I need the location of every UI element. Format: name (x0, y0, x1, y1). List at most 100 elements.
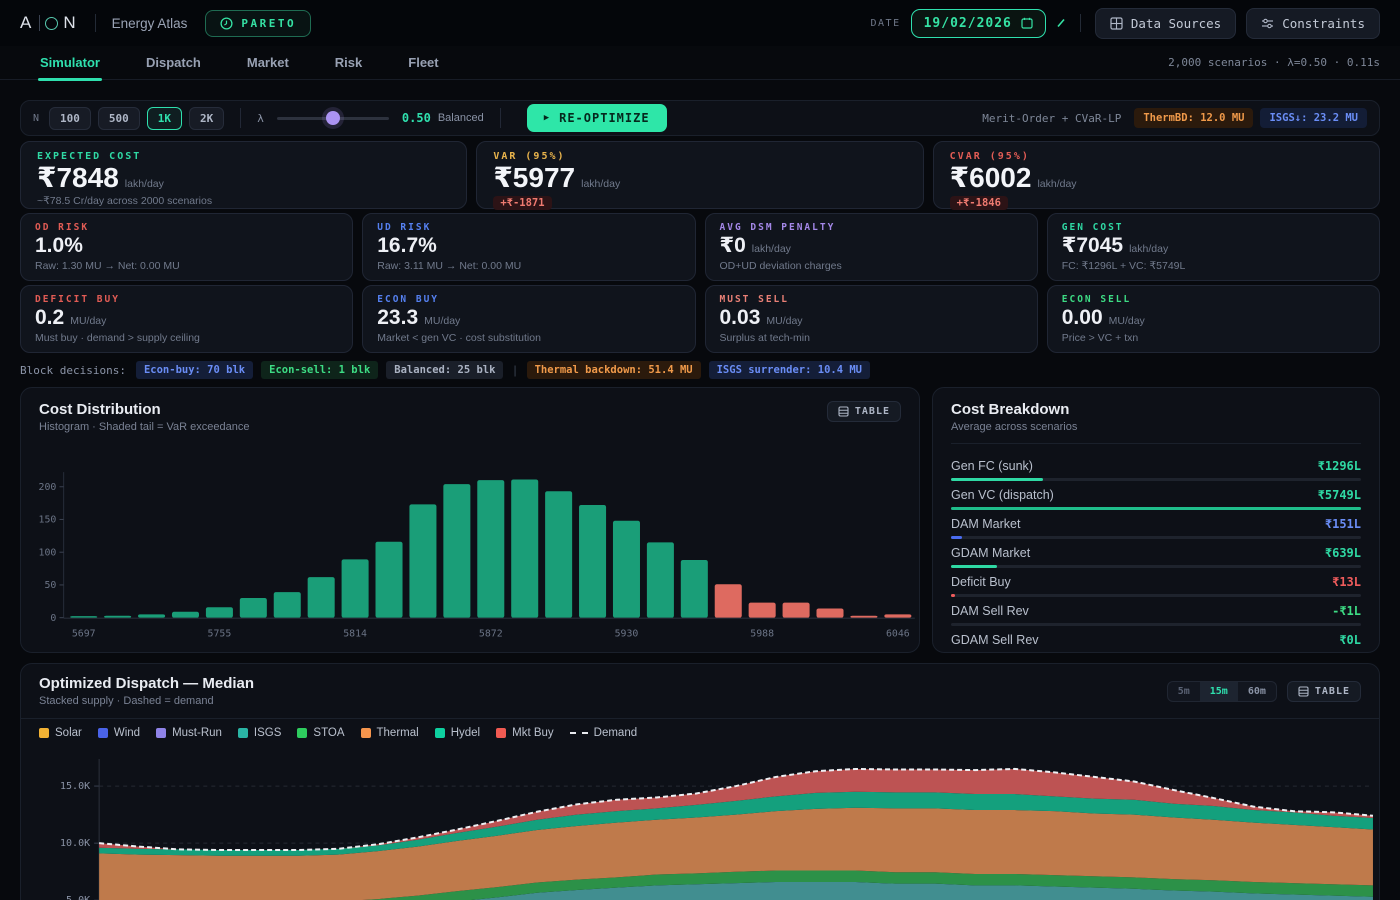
breakdown-label: Deficit Buy (951, 575, 1011, 589)
pareto-label: PARETO (241, 17, 296, 30)
kpi-od-risk: OD RISK 1.0% Raw: 1.30 MU → Net: 0.00 MU (20, 213, 353, 281)
kpi-ud-risk: UD RISK 16.7% Raw: 3.11 MU → Net: 0.00 M… (362, 213, 695, 281)
tab-fleet[interactable]: Fleet (408, 46, 438, 80)
controls-bar: N 100 500 1K 2K λ 0.50 Balanced ▶ RE-OPT… (20, 100, 1380, 136)
date-value: 19/02/2026 (924, 16, 1012, 31)
histogram-bar (749, 603, 776, 618)
kpi-unit: MU/day (766, 315, 802, 327)
block-decisions-label: Block decisions: (20, 364, 126, 377)
breakdown-row: DAM Market₹151L (951, 510, 1361, 539)
breakdown-bar-track (951, 652, 1361, 653)
kpi-delta-badge: +₹-1846 (950, 196, 1008, 210)
histogram-bar (681, 560, 708, 618)
breakdown-row: DAM Sell Rev-₹1L (951, 597, 1361, 626)
x-tick-label: 5988 (750, 628, 774, 639)
edit-icon[interactable] (1056, 18, 1066, 28)
date-input[interactable]: 19/02/2026 (911, 9, 1046, 38)
y-tick-label: 100 (39, 547, 57, 558)
breakdown-label: GDAM Market (951, 546, 1030, 560)
breakdown-bar-track (951, 594, 1361, 597)
legend-label: STOA (313, 727, 344, 739)
interval-5m[interactable]: 5m (1168, 682, 1200, 701)
breakdown-label: GDAM Sell Rev (951, 633, 1039, 647)
cost-breakdown-list: Gen FC (sunk)₹1296LGen VC (dispatch)₹574… (933, 452, 1379, 653)
breakdown-bar-fill (951, 478, 1043, 481)
legend-swatch (361, 728, 371, 738)
n-option-500[interactable]: 500 (98, 107, 140, 130)
y-tick-label: 0 (50, 613, 56, 624)
breakdown-bar-fill (951, 565, 997, 568)
breakdown-row: GDAM Market₹639L (951, 539, 1361, 568)
legend-swatch (496, 728, 506, 738)
legend-swatch (435, 728, 445, 738)
pareto-mode-badge[interactable]: PARETO (205, 10, 311, 37)
clock-icon (220, 17, 233, 30)
calendar-icon (1021, 17, 1033, 29)
histogram-bar (477, 480, 504, 617)
legend-label: Must-Run (172, 727, 222, 739)
interval-segmented-control: 5m 15m 60m (1167, 681, 1277, 702)
breakdown-label: DAM Market (951, 517, 1020, 531)
kpi-subtitle: OD+UD deviation charges (720, 260, 1023, 272)
kpi-row-2: OD RISK 1.0% Raw: 1.30 MU → Net: 0.00 MU… (20, 213, 1380, 281)
n-label: N (33, 113, 39, 124)
table-icon (1298, 686, 1309, 697)
thermal-backdown-badge: Thermal backdown: 51.4 MU (527, 361, 701, 379)
table-button-label: TABLE (855, 406, 890, 417)
tab-market[interactable]: Market (247, 46, 289, 80)
interval-60m[interactable]: 60m (1238, 682, 1276, 701)
data-sources-button[interactable]: Data Sources (1095, 8, 1236, 39)
re-optimize-button[interactable]: ▶ RE-OPTIMIZE (527, 104, 667, 132)
table-button-label: TABLE (1315, 686, 1350, 697)
cost-distribution-panel: Cost Distribution Histogram · Shaded tai… (20, 387, 920, 653)
breakdown-bar-track (951, 623, 1361, 626)
re-optimize-label: RE-OPTIMIZE (559, 111, 649, 125)
sliders-icon (1261, 17, 1274, 30)
legend-swatch (156, 728, 166, 738)
tab-bar: Simulator Dispatch Market Risk Fleet 2,0… (0, 46, 1400, 80)
y-tick-label: 5.0K (66, 895, 90, 900)
kpi-unit: lakh/day (1129, 243, 1168, 255)
y-tick-label: 150 (39, 515, 57, 526)
n-option-2k[interactable]: 2K (189, 107, 224, 130)
kpi-unit: lakh/day (581, 178, 620, 190)
y-tick-label: 200 (39, 482, 57, 493)
kpi-title: ECON SELL (1062, 294, 1365, 305)
legend-item-wind: Wind (98, 727, 140, 739)
legend-item-mkt-buy: Mkt Buy (496, 727, 554, 739)
kpi-subtitle: Price > VC + txn (1062, 332, 1365, 344)
kpi-subtitle: ~₹78.5 Cr/day across 2000 scenarios (37, 195, 450, 207)
histogram-bar (613, 521, 640, 618)
histogram-bar (816, 609, 843, 618)
logo-letter-a: A (20, 13, 34, 33)
slider-thumb[interactable] (326, 111, 340, 125)
topbar: A N Energy Atlas PARETO DATE 19/02/2026 … (0, 0, 1400, 46)
run-meta: 2,000 scenarios · λ=0.50 · 0.11s (1168, 56, 1380, 69)
tab-risk[interactable]: Risk (335, 46, 362, 80)
x-tick-label: 5872 (479, 628, 503, 639)
tab-dispatch[interactable]: Dispatch (146, 46, 201, 80)
tab-simulator[interactable]: Simulator (40, 46, 100, 80)
kpi-value: ₹0 (720, 234, 746, 258)
n-option-1k[interactable]: 1K (147, 107, 182, 130)
lambda-slider[interactable] (277, 111, 389, 125)
n-option-100[interactable]: 100 (49, 107, 91, 130)
legend-item-must-run: Must-Run (156, 727, 222, 739)
kpi-value: 0.03 (720, 306, 761, 330)
histogram-bar (342, 559, 369, 617)
kpi-unit: lakh/day (1037, 178, 1076, 190)
interval-15m[interactable]: 15m (1200, 682, 1238, 701)
divider: | (513, 363, 516, 377)
kpi-title: CVAR (95%) (950, 151, 1363, 162)
dispatch-table-button[interactable]: TABLE (1287, 681, 1361, 702)
kpi-subtitle: Surplus at tech-min (720, 332, 1023, 344)
cost-breakdown-title: Cost Breakdown (951, 401, 1361, 418)
constraints-button[interactable]: Constraints (1246, 8, 1380, 39)
histogram-bar (70, 616, 97, 618)
breakdown-bar-fill (951, 507, 1361, 510)
histogram-table-button[interactable]: TABLE (827, 401, 901, 422)
y-tick-label: 15.0K (60, 781, 90, 792)
histogram-bar (579, 505, 606, 618)
histogram-bar (409, 504, 436, 617)
kpi-title: UD RISK (377, 222, 680, 233)
